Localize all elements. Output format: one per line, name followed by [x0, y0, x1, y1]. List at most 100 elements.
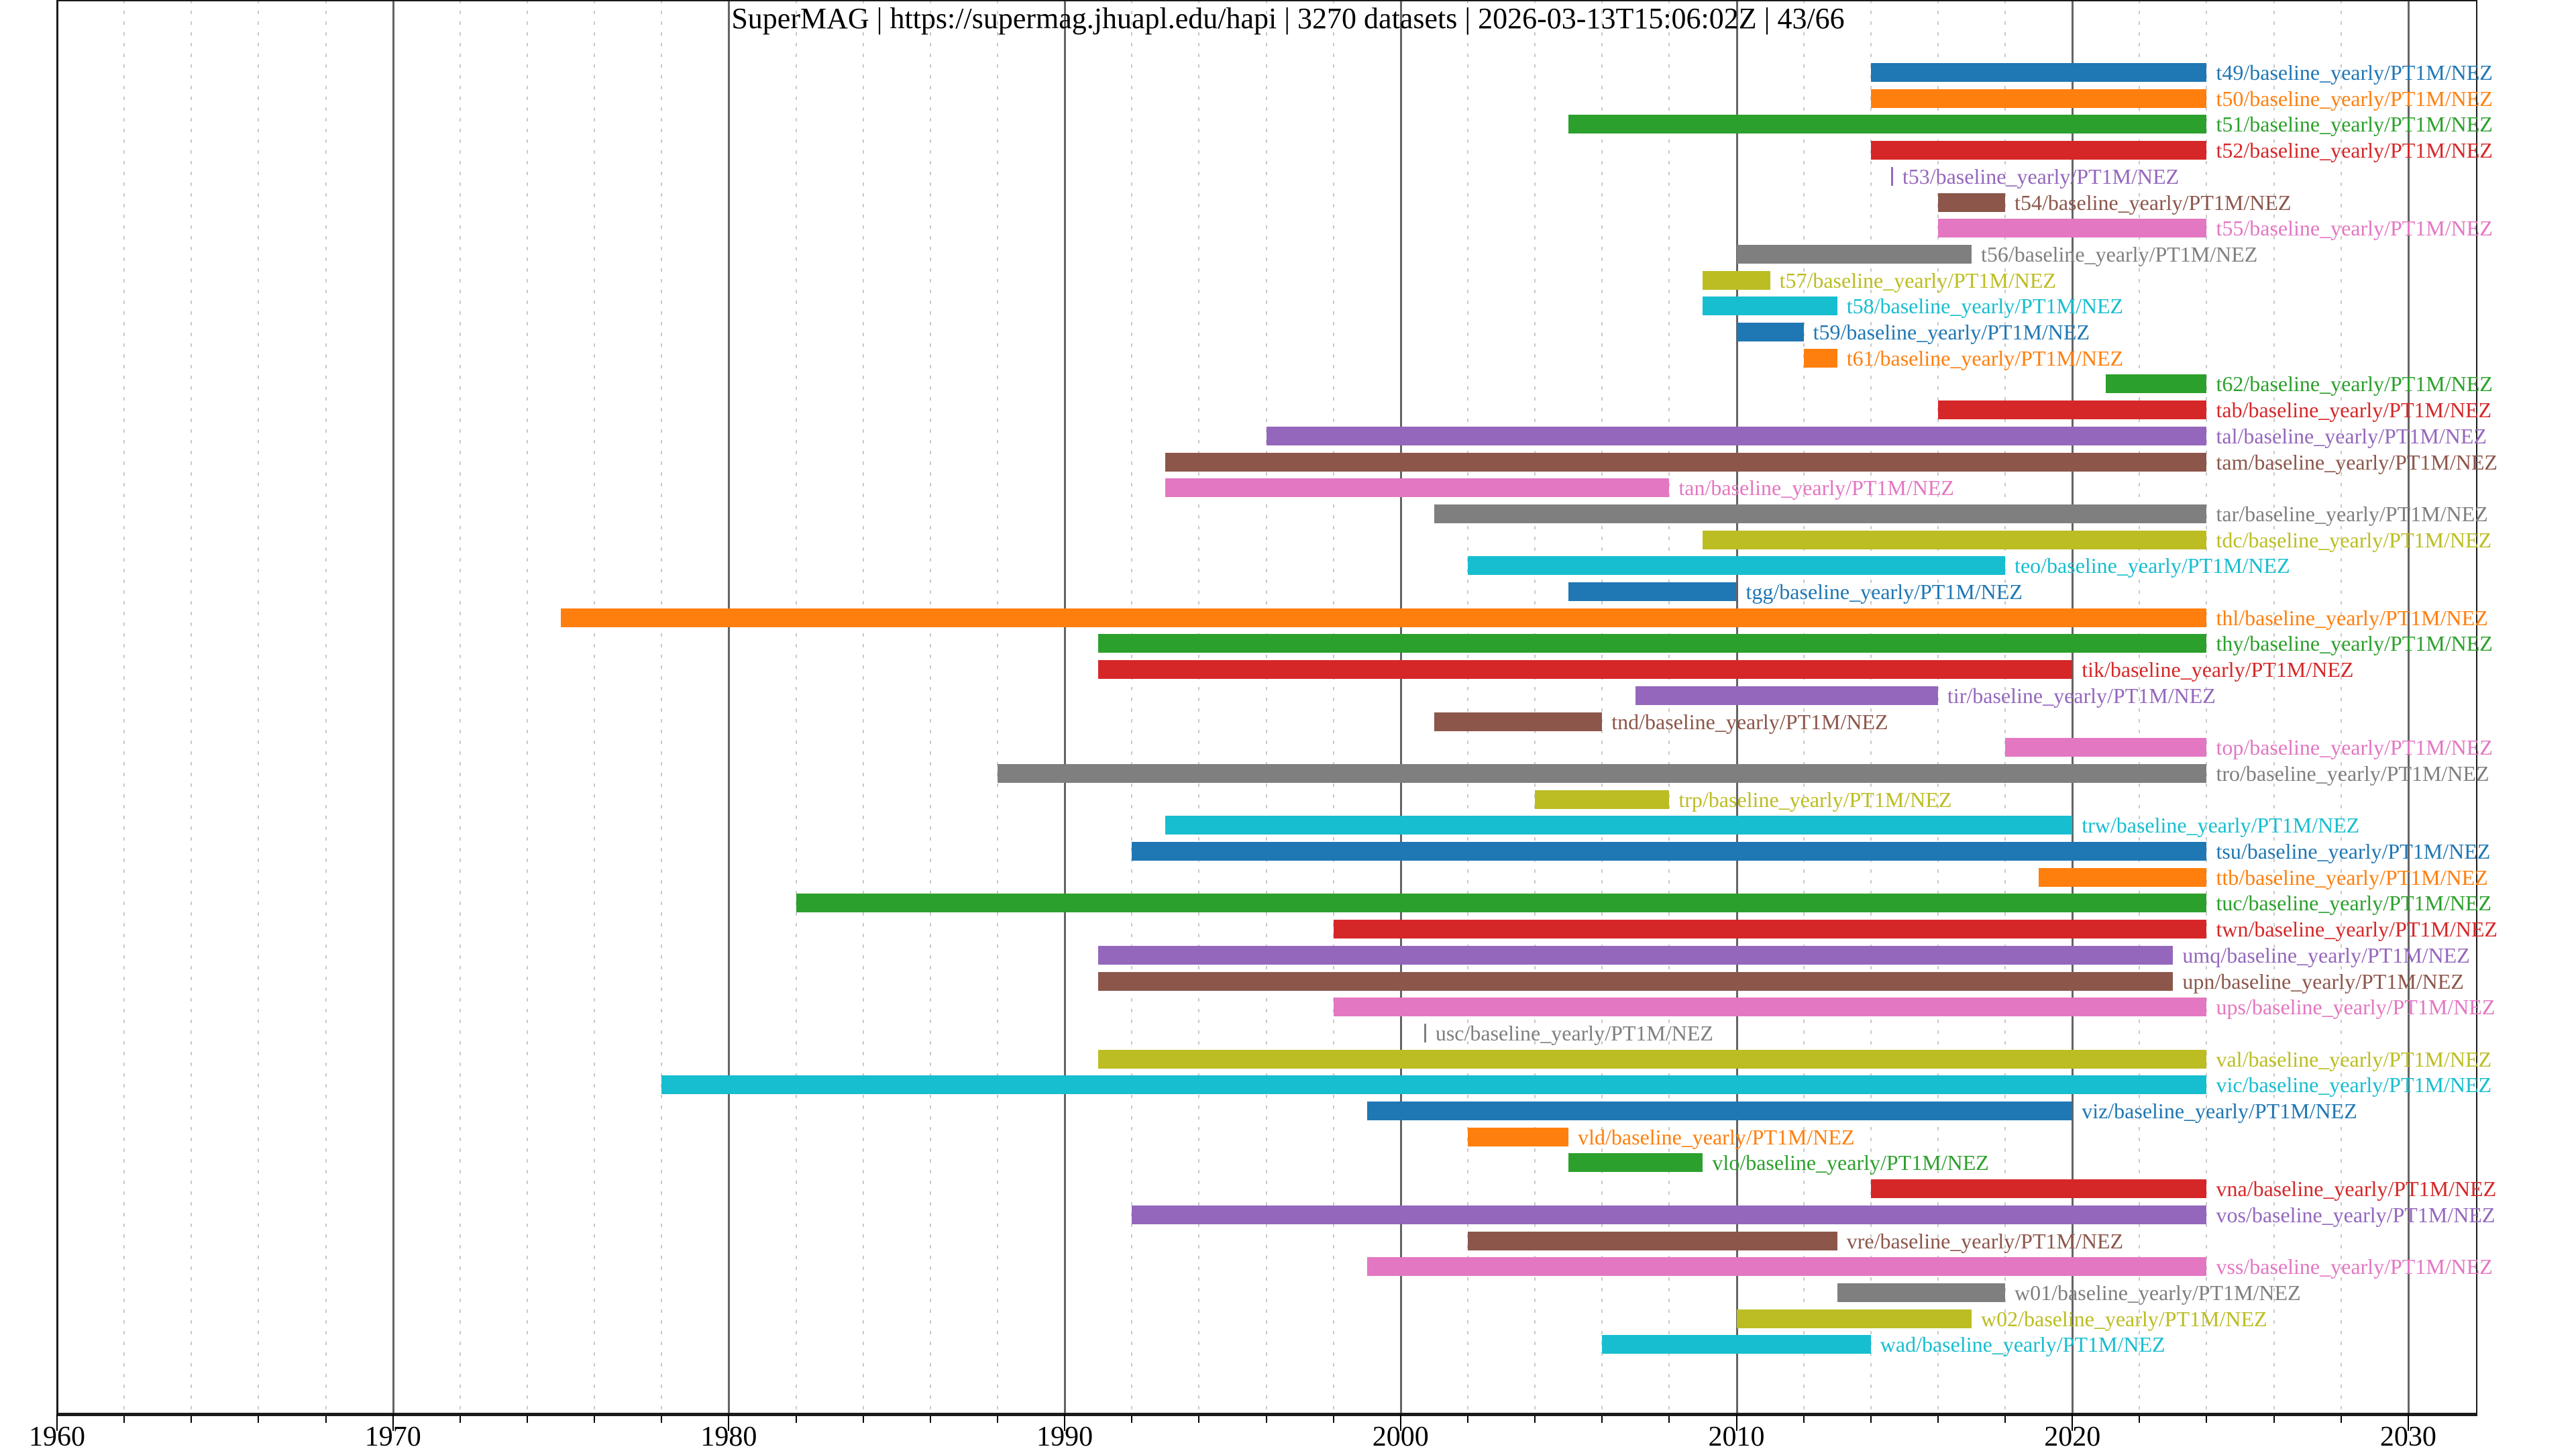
gantt-bar-tnd	[1434, 712, 1603, 731]
gantt-bar-label-tam: tam/baseline_yearly/PT1M/NEZ	[2216, 449, 2498, 474]
gantt-bar-label-tdc: tdc/baseline_yearly/PT1M/NEZ	[2216, 527, 2492, 552]
gantt-bar-label-thy: thy/baseline_yearly/PT1M/NEZ	[2216, 631, 2493, 656]
gantt-bar-label-twn: twn/baseline_yearly/PT1M/NEZ	[2216, 917, 2498, 942]
gantt-bar-tan	[1165, 478, 1670, 498]
gantt-bar-label-wad: wad/baseline_yearly/PT1M/NEZ	[1880, 1332, 2165, 1357]
gantt-bar-t53	[1890, 166, 1893, 186]
x-axis-major-tick	[1064, 1414, 1066, 1431]
x-axis-minor-tick	[2004, 1414, 2006, 1423]
gantt-bar-top	[2005, 738, 2207, 757]
gantt-bar-t58	[1703, 297, 1837, 316]
gantt-bar-vic	[661, 1075, 2207, 1095]
gantt-bar-label-tan: tan/baseline_yearly/PT1M/NEZ	[1678, 476, 1954, 500]
x-tick-label-1960: 1960	[29, 1421, 85, 1449]
minor-gridline	[1265, 0, 1267, 1414]
gantt-bar-t56	[1736, 244, 1972, 264]
gantt-bar-label-vic: vic/baseline_yearly/PT1M/NEZ	[2216, 1073, 2492, 1097]
major-gridline	[2407, 0, 2410, 1414]
minor-gridline	[1332, 0, 1334, 1414]
major-gridline	[1399, 0, 1402, 1414]
x-axis-minor-tick	[258, 1414, 260, 1423]
x-tick-label-2030: 2030	[2379, 1421, 2436, 1449]
gantt-bar-thl	[561, 608, 2207, 627]
x-axis-major-tick	[728, 1414, 730, 1431]
gantt-bar-umq	[1098, 945, 2174, 965]
gantt-bar-label-viz: viz/baseline_yearly/PT1M/NEZ	[2082, 1099, 2357, 1123]
gantt-bar-label-t55: t55/baseline_yearly/PT1M/NEZ	[2216, 216, 2493, 241]
minor-gridline	[123, 0, 125, 1414]
gantt-bar-t59	[1736, 323, 1804, 341]
x-axis-minor-tick	[929, 1414, 931, 1423]
gantt-bar-label-umq: umq/baseline_yearly/PT1M/NEZ	[2182, 943, 2470, 967]
x-axis-minor-tick	[1601, 1414, 1603, 1423]
gantt-bar-tsu	[1132, 842, 2207, 861]
gantt-bar-label-t53: t53/baseline_yearly/PT1M/NEZ	[1902, 164, 2180, 189]
gantt-bar-w02	[1736, 1309, 1972, 1328]
gantt-bar-vos	[1132, 1205, 2207, 1224]
gantt-bar-label-ttb: ttb/baseline_yearly/PT1M/NEZ	[2216, 865, 2488, 890]
x-axis-minor-tick	[459, 1414, 461, 1423]
gantt-bar-label-t49: t49/baseline_yearly/PT1M/NEZ	[2216, 60, 2493, 85]
minor-gridline	[2273, 0, 2275, 1414]
x-axis-minor-tick	[1265, 1414, 1267, 1423]
x-axis-minor-tick	[1534, 1414, 1536, 1423]
gantt-bar-usc	[1424, 1023, 1426, 1042]
gantt-bar-label-usc: usc/baseline_yearly/PT1M/NEZ	[1435, 1020, 1713, 1045]
x-axis-minor-tick	[1937, 1414, 1939, 1423]
minor-gridline	[661, 0, 663, 1414]
minor-gridline	[1198, 0, 1200, 1414]
gantt-bar-label-upn: upn/baseline_yearly/PT1M/NEZ	[2182, 969, 2464, 994]
gantt-bar-viz	[1366, 1102, 2073, 1120]
gantt-bar-label-trw: trw/baseline_yearly/PT1M/NEZ	[2082, 813, 2360, 838]
gantt-bar-label-t52: t52/baseline_yearly/PT1M/NEZ	[2216, 138, 2493, 163]
major-gridline	[1735, 0, 1738, 1414]
gantt-bar-label-w02: w02/baseline_yearly/PT1M/NEZ	[1980, 1306, 2267, 1331]
gantt-bar-tro	[997, 763, 2207, 783]
major-gridline	[728, 0, 731, 1414]
x-axis-minor-tick	[1668, 1414, 1670, 1423]
x-axis-major-tick	[2072, 1414, 2074, 1431]
right-spine	[2476, 0, 2477, 1414]
minor-gridline	[526, 0, 528, 1414]
gantt-bar-tgg	[1568, 582, 1737, 601]
gantt-bar-label-trp: trp/baseline_yearly/PT1M/NEZ	[1678, 787, 1952, 812]
gantt-bar-label-thl: thl/baseline_yearly/PT1M/NEZ	[2216, 605, 2488, 630]
x-axis-minor-tick	[2273, 1414, 2275, 1423]
x-axis-minor-tick	[2206, 1414, 2208, 1423]
minor-gridline	[459, 0, 461, 1414]
x-axis-major-tick	[392, 1414, 394, 1431]
gantt-bar-t62	[2106, 374, 2207, 394]
minor-gridline	[1870, 0, 1872, 1414]
gantt-bar-label-tir: tir/baseline_yearly/PT1M/NEZ	[1947, 683, 2216, 708]
minor-gridline	[1601, 0, 1603, 1414]
minor-gridline	[2206, 0, 2208, 1414]
gantt-bar-tab	[1937, 400, 2207, 420]
x-axis-minor-tick	[862, 1414, 864, 1423]
x-axis-minor-tick	[1803, 1414, 1805, 1423]
gantt-bar-trp	[1535, 790, 1670, 809]
gantt-bar-label-t62: t62/baseline_yearly/PT1M/NEZ	[2216, 372, 2493, 396]
chart-title: SuperMAG | https://supermag.jhuapl.edu/h…	[731, 2, 1845, 35]
gantt-bar-ups	[1333, 998, 2207, 1017]
gantt-bar-label-tnd: tnd/baseline_yearly/PT1M/NEZ	[1611, 709, 1888, 734]
gantt-bar-t50	[1870, 89, 2207, 108]
minor-gridline	[2340, 0, 2342, 1414]
gantt-bar-t52	[1870, 141, 2207, 160]
x-axis-minor-tick	[325, 1414, 327, 1423]
minor-gridline	[929, 0, 931, 1414]
minor-gridline	[1534, 0, 1536, 1414]
minor-gridline	[1803, 0, 1805, 1414]
minor-gridline	[191, 0, 193, 1414]
major-gridline	[392, 0, 394, 1414]
gantt-bar-label-tsu: tsu/baseline_yearly/PT1M/NEZ	[2216, 839, 2491, 863]
gantt-bar-label-tgg: tgg/baseline_yearly/PT1M/NEZ	[1746, 580, 2023, 604]
x-axis-minor-tick	[123, 1414, 125, 1423]
gantt-bar-label-tal: tal/baseline_yearly/PT1M/NEZ	[2216, 423, 2487, 448]
gantt-bar-wad	[1602, 1335, 1871, 1354]
gantt-bar-tir	[1635, 686, 1938, 705]
x-axis-minor-tick	[191, 1414, 193, 1423]
gantt-bar-t57	[1703, 270, 1770, 290]
gantt-bar-vlo	[1568, 1153, 1703, 1173]
gantt-bar-label-tro: tro/baseline_yearly/PT1M/NEZ	[2216, 761, 2489, 786]
